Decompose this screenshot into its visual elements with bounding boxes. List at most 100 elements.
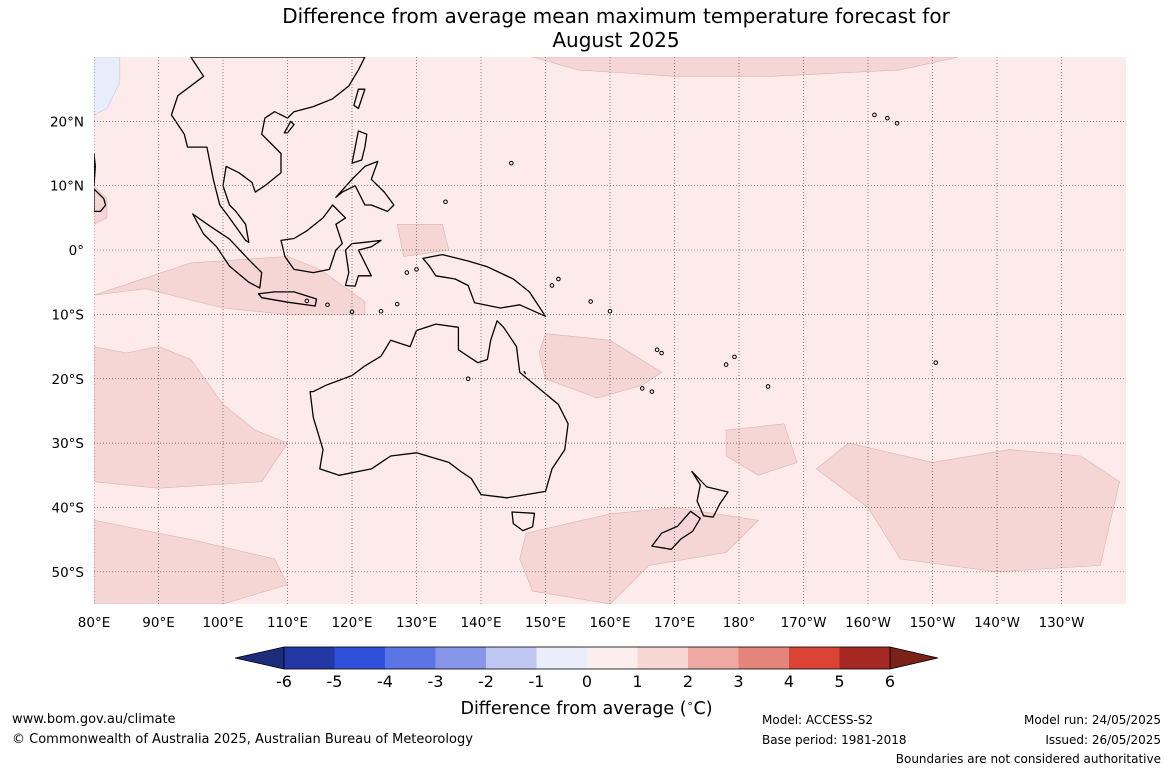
colorbar-swatch xyxy=(334,647,385,669)
coastline-3 xyxy=(651,510,701,550)
colorbar-tick-label: -6 xyxy=(276,672,292,691)
website-link[interactable]: www.bom.gov.au/climate xyxy=(12,712,176,727)
anomaly-region-0 xyxy=(94,256,366,315)
anomaly-region-1 xyxy=(94,346,288,489)
lon-tick-label: 130°W xyxy=(1039,615,1085,631)
model-run-date: Model run: 24/05/2025 xyxy=(1023,713,1161,727)
colorbar-tick-label: 3 xyxy=(733,672,743,691)
colorbar-swatch xyxy=(284,647,335,669)
island-6 xyxy=(556,276,561,282)
island-14 xyxy=(933,360,939,365)
island-2 xyxy=(723,362,729,367)
island-22 xyxy=(404,270,410,275)
coastline-10 xyxy=(351,130,368,164)
lon-tick-label: 110°E xyxy=(267,615,308,631)
colorbar-swatch xyxy=(536,647,587,669)
colorbar-unit-letter: C xyxy=(693,698,706,719)
lon-tick-label: 160°W xyxy=(845,615,891,631)
chart-title-line2: August 2025 xyxy=(552,28,680,52)
island-21 xyxy=(394,301,400,307)
colorbar: -6 -5 -4 -3 -2 -1 0 1 2 3 4 5 6 xyxy=(234,646,939,691)
lon-tick-label: 160°E xyxy=(589,615,630,631)
anomaly-region-4 xyxy=(519,507,760,604)
colorbar-tick-label: 5 xyxy=(834,672,844,691)
colorbar-tick-label: 1 xyxy=(632,672,642,691)
colorbar-swatch xyxy=(839,647,890,669)
colorbar-swatch xyxy=(789,647,840,669)
colorbar-tick-label: -4 xyxy=(377,672,393,691)
island-12 xyxy=(894,120,900,126)
island-17 xyxy=(304,298,310,304)
colorbar-tick-label: -2 xyxy=(478,672,494,691)
coastline-0 xyxy=(309,320,569,499)
island-5 xyxy=(588,299,593,304)
island-19 xyxy=(349,309,355,315)
lon-tick-label: 130°E xyxy=(396,615,437,631)
coastline-15 xyxy=(94,188,107,213)
coastline-8 xyxy=(344,239,382,287)
coastline-12 xyxy=(170,57,366,243)
lon-tick-label: 150°E xyxy=(525,615,566,631)
boundaries-disclaimer: Boundaries are not considered authoritat… xyxy=(895,752,1161,766)
colorbar-tick-label: -3 xyxy=(428,672,444,691)
lon-tick-label: 80°E xyxy=(78,615,110,631)
coastline-11 xyxy=(353,88,366,110)
lon-tick-label: 170°E xyxy=(654,615,695,631)
lon-tick-label: 100°E xyxy=(202,615,243,631)
lon-tick-label: 140°W xyxy=(974,615,1020,631)
coastline-14 xyxy=(94,152,96,187)
lon-tick-label: 170°W xyxy=(781,615,827,631)
island-11 xyxy=(885,115,890,121)
lon-tick-label: 90°E xyxy=(142,615,174,631)
colorbar-tick-label: 0 xyxy=(582,672,592,691)
colorbar-tick-label: -5 xyxy=(327,672,343,691)
coastlines xyxy=(94,57,939,550)
anomaly-region-3 xyxy=(538,333,663,399)
island-16 xyxy=(443,199,448,205)
colorbar-under-arrow xyxy=(234,646,285,670)
coastline-1 xyxy=(511,511,536,532)
colorbar-swatch xyxy=(385,647,436,669)
lon-tick-label: 150°W xyxy=(910,615,956,631)
island-9 xyxy=(654,347,660,353)
chart-title: Difference from average mean maximum tem… xyxy=(0,4,1173,52)
colorbar-label: Difference from average (∘C) xyxy=(0,697,1173,719)
island-7 xyxy=(549,283,555,288)
colorbar-swatch xyxy=(435,647,486,669)
coastline-2 xyxy=(691,470,729,518)
colorbar-tick-label: 6 xyxy=(885,672,895,691)
coastline-13 xyxy=(283,120,295,134)
lat-tick-label: 0° xyxy=(69,243,84,259)
colorbar-swatch xyxy=(688,647,739,669)
base-period: Base period: 1981-2018 xyxy=(762,733,907,747)
colorbar-tick-label: 4 xyxy=(784,672,794,691)
coastline-6 xyxy=(257,291,318,307)
island-3 xyxy=(732,354,737,360)
lon-tick-label: 120°E xyxy=(331,615,372,631)
colorbar-swatch xyxy=(637,647,688,669)
coastline-4 xyxy=(422,253,547,317)
copyright-text: © Commonwealth of Australia 2025, Austra… xyxy=(12,732,473,747)
island-10 xyxy=(872,112,877,118)
anomaly-region-7 xyxy=(532,57,959,77)
island-18 xyxy=(325,302,330,308)
colorbar-label-end: ) xyxy=(705,698,713,719)
graticule xyxy=(94,57,1126,604)
colorbar-unit-symbol: ∘ xyxy=(686,697,694,710)
anomaly-region-9 xyxy=(94,185,108,225)
colorbar-tick-label: -1 xyxy=(529,672,545,691)
lat-tick-label: 10°N xyxy=(50,179,84,195)
model-name: Model: ACCESS-S2 xyxy=(762,713,874,727)
map-axes: 80°E 90°E 100°E 110°E 120°E 130°E 140°E 150°E 16… xyxy=(50,114,1084,631)
colorbar-tick-label: 2 xyxy=(683,672,693,691)
lat-tick-label: 20°S xyxy=(52,372,85,388)
island-15 xyxy=(509,160,514,166)
colorbar-swatch xyxy=(587,647,638,669)
coastline-16 xyxy=(523,371,527,375)
island-20 xyxy=(378,308,384,314)
lon-tick-label: 180° xyxy=(723,615,756,631)
lat-tick-label: 50°S xyxy=(52,565,85,581)
lat-tick-label: 10°S xyxy=(52,307,85,323)
colorbar-swatch xyxy=(486,647,537,669)
